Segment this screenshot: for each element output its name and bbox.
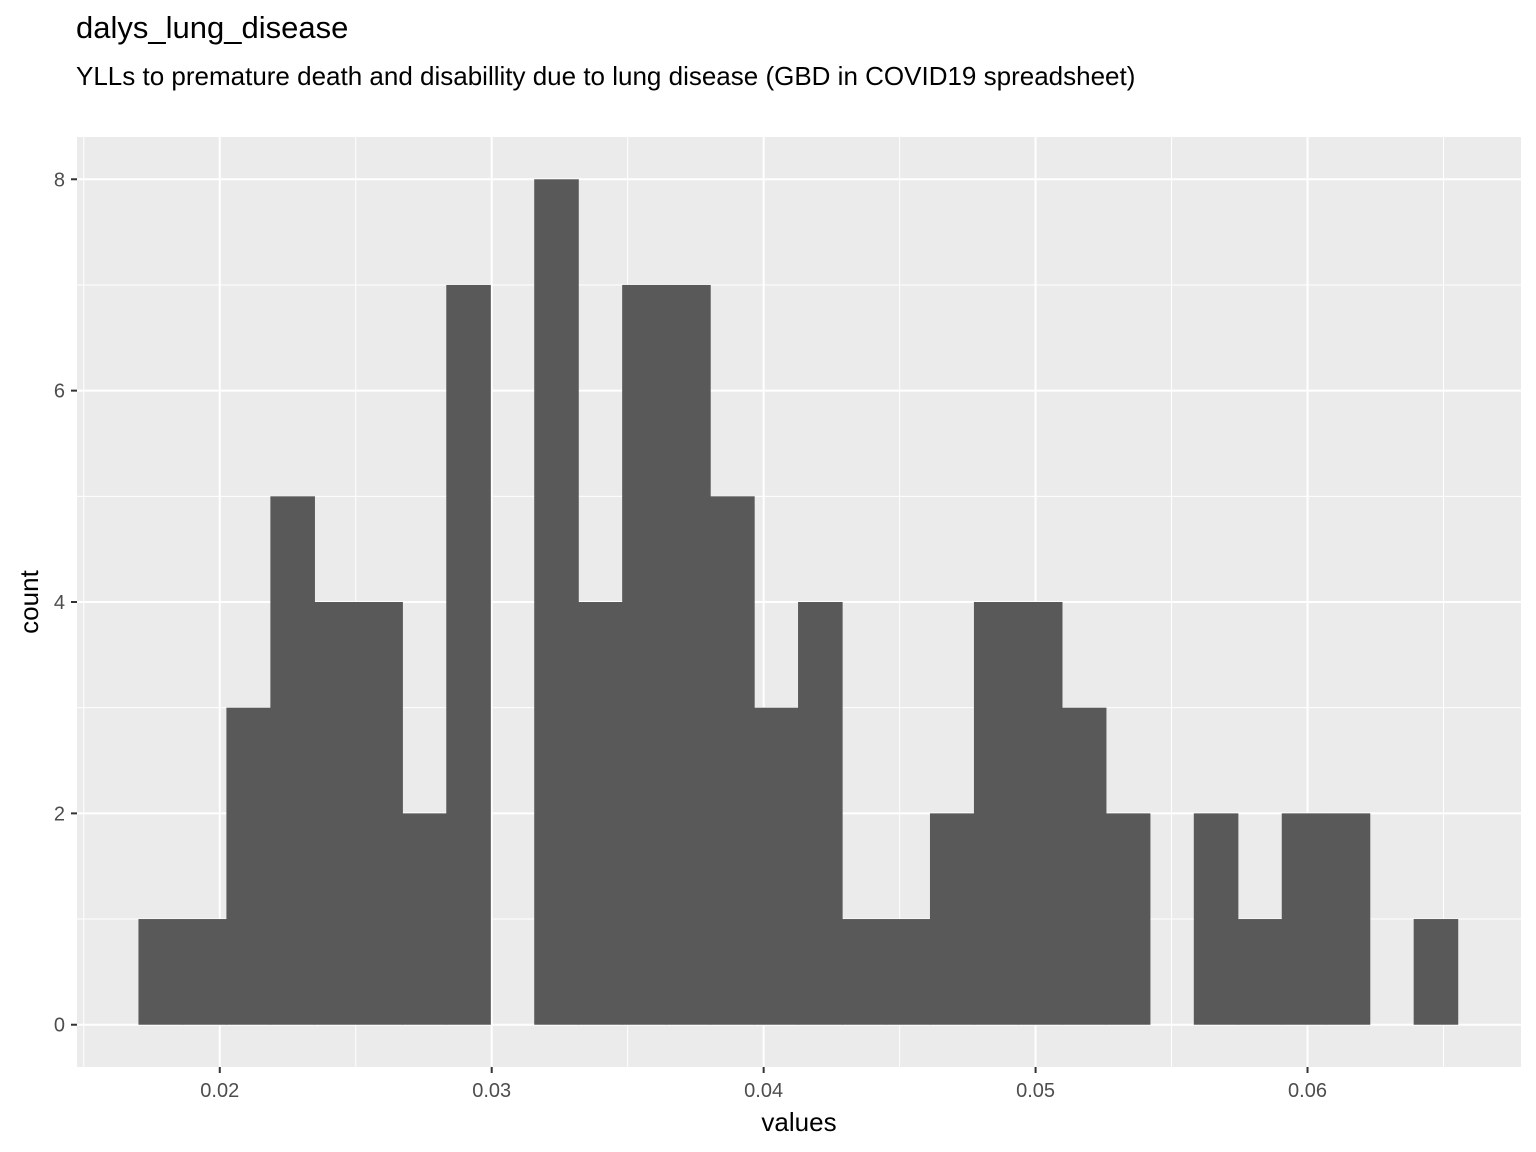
histogram-bar — [446, 284, 491, 1025]
histogram-bar — [1413, 919, 1459, 1025]
histogram-bar — [1017, 602, 1063, 1025]
y-axis: 0 2 4 6 8 — [54, 169, 77, 1037]
x-tick-label: 0.04 — [744, 1080, 783, 1102]
histogram-bar — [710, 496, 755, 1025]
chart-title: dalys_lung_disease — [76, 10, 349, 45]
histogram-bar — [402, 813, 447, 1025]
chart-subtitle: YLLs to premature death and disabillity … — [76, 61, 1136, 91]
x-tick-label: 0.02 — [200, 1080, 239, 1102]
histogram-bar — [842, 919, 887, 1025]
histogram-bar — [578, 602, 623, 1025]
x-tick-label: 0.06 — [1288, 1080, 1327, 1102]
histogram-bar — [929, 813, 975, 1025]
histogram-bar — [666, 284, 711, 1025]
histogram-bar — [1105, 813, 1151, 1025]
histogram-bar — [182, 919, 228, 1025]
histogram-bar — [1237, 919, 1283, 1025]
histogram-bar — [138, 919, 184, 1025]
histogram-bar — [754, 707, 799, 1025]
histogram-bar — [1193, 813, 1239, 1025]
histogram-bar — [534, 179, 579, 1025]
y-tick-label: 4 — [54, 592, 65, 614]
histogram-bar — [973, 602, 1019, 1025]
histogram-bar — [358, 602, 403, 1025]
x-tick-label: 0.05 — [1016, 1080, 1055, 1102]
y-tick-label: 8 — [54, 169, 65, 191]
histogram-bar — [622, 284, 667, 1025]
histogram-bars — [138, 179, 1459, 1025]
x-axis: 0.02 0.03 0.04 0.05 0.06 — [200, 1067, 1327, 1102]
y-tick-label: 2 — [54, 803, 65, 825]
x-tick-label: 0.03 — [472, 1080, 511, 1102]
histogram-bar — [1325, 813, 1371, 1025]
y-tick-label: 0 — [54, 1015, 65, 1037]
histogram-bar — [226, 707, 271, 1025]
histogram-bar — [885, 919, 931, 1025]
histogram-bar — [798, 602, 843, 1025]
histogram-bar — [1281, 813, 1327, 1025]
histogram-bar — [270, 496, 315, 1025]
y-tick-label: 6 — [54, 381, 65, 403]
histogram-bar — [314, 602, 359, 1025]
y-axis-title: count — [14, 569, 44, 633]
histogram-bar — [1061, 707, 1107, 1025]
x-axis-title: values — [761, 1107, 836, 1137]
